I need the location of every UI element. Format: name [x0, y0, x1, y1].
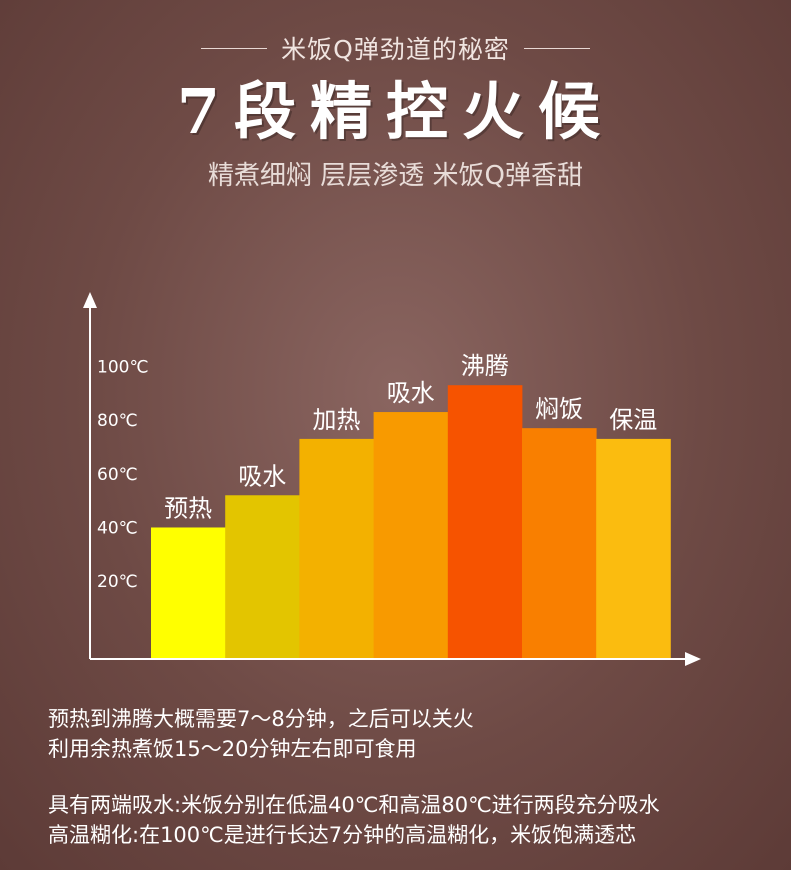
y-tick-labels: 20℃ 40℃ 60℃ 80℃ 100℃ [97, 357, 149, 592]
bar-label-6: 焖饭 [535, 395, 583, 423]
y-axis-arrow-icon [83, 292, 97, 308]
note-line-3: 具有两端吸水:米饭分别在低温40℃和高温80℃进行两段充分吸水 [48, 793, 660, 817]
eyebrow-text: 米饭Q弹劲道的秘密 [281, 35, 510, 64]
y-tick-label-5: 100℃ [97, 357, 149, 377]
bar-5 [447, 385, 523, 659]
note-line-1: 预热到沸腾大概需要7～8分钟，之后可以关火 [48, 707, 474, 731]
bar-4 [373, 412, 449, 659]
bar-7 [596, 438, 671, 659]
bar-2 [225, 495, 300, 659]
x-axis-arrow-icon [685, 652, 701, 666]
bars-group [151, 385, 671, 659]
subtitle: 精煮细焖 层层渗透 米饭Q弹香甜 [208, 161, 583, 191]
bar-label-3: 加热 [313, 406, 361, 434]
y-tick-label-4: 80℃ [97, 411, 138, 431]
bar-label-7: 保温 [609, 406, 657, 434]
notes: 预热到沸腾大概需要7～8分钟，之后可以关火 利用余热煮饭15～20分钟左右即可食… [48, 704, 660, 850]
note-line-4: 高温糊化:在100℃是进行长达7分钟的高温糊化，米饭饱满透芯 [48, 823, 637, 847]
bar-label-1: 预热 [164, 494, 212, 522]
bar-label-4: 吸水 [387, 379, 435, 407]
eyebrow: 米饭Q弹劲道的秘密 [0, 28, 791, 68]
bar-3 [299, 438, 374, 659]
notes-spacer [48, 764, 660, 790]
eyebrow-line-right [523, 47, 590, 49]
headline-title: 7段精控火候 [176, 75, 615, 148]
y-tick-label-3: 60℃ [97, 465, 138, 485]
y-tick-label-1: 20℃ [97, 572, 138, 592]
note-line-2: 利用余热煮饭15～20分钟左右即可食用 [48, 737, 417, 761]
bar-label-2: 吸水 [238, 462, 286, 490]
y-tick-label-2: 40℃ [97, 518, 138, 538]
bar-6 [522, 428, 597, 659]
bar-1 [151, 527, 226, 659]
bar-label-5: 沸腾 [461, 352, 509, 380]
eyebrow-line-left [201, 47, 268, 49]
